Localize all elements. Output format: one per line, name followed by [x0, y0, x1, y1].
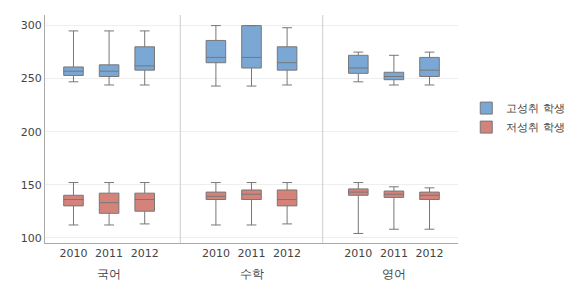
svg-text:200: 200: [21, 125, 42, 138]
svg-text:100: 100: [21, 232, 42, 245]
svg-text:300: 300: [21, 19, 42, 32]
svg-text:국어: 국어: [97, 267, 121, 281]
svg-text:영어: 영어: [382, 267, 406, 281]
svg-text:수학: 수학: [240, 267, 264, 281]
svg-text:2010: 2010: [344, 247, 372, 260]
svg-text:2011: 2011: [380, 247, 408, 260]
svg-text:2012: 2012: [131, 247, 159, 260]
svg-text:고성취 학생: 고성취 학생: [506, 102, 565, 115]
svg-text:150: 150: [21, 179, 42, 192]
svg-text:2011: 2011: [238, 247, 266, 260]
svg-text:2010: 2010: [59, 247, 87, 260]
svg-text:2011: 2011: [95, 247, 123, 260]
svg-text:2012: 2012: [273, 247, 301, 260]
svg-text:2012: 2012: [416, 247, 444, 260]
svg-text:2010: 2010: [202, 247, 230, 260]
svg-text:250: 250: [21, 72, 42, 85]
svg-text:저성취 학생: 저성취 학생: [506, 121, 565, 134]
